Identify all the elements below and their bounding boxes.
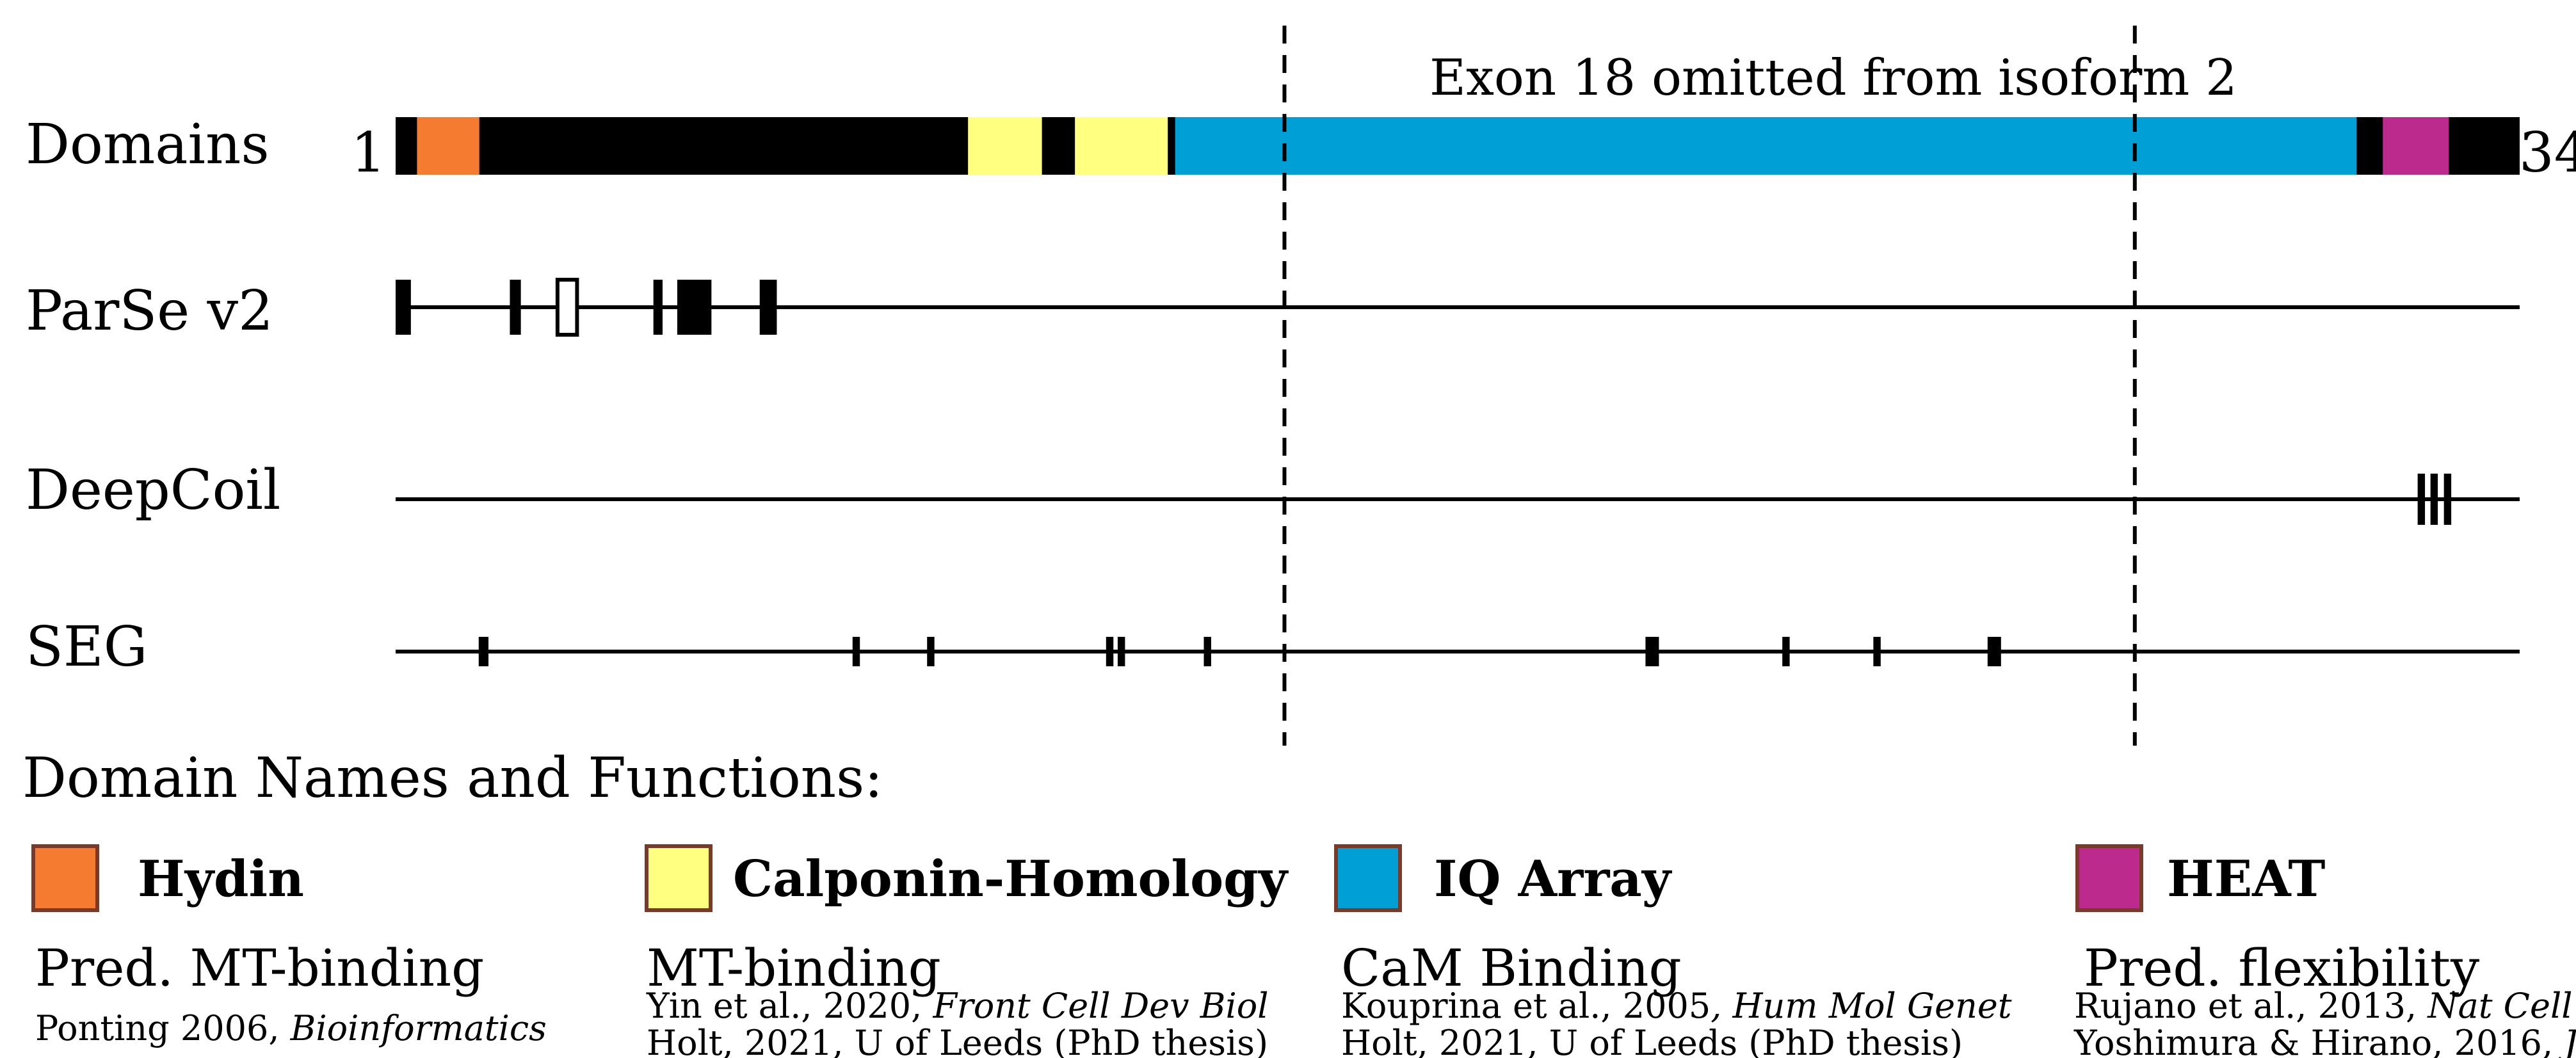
citation-plain: Yin et al., 2020, — [646, 986, 933, 1026]
parse-region-4 — [677, 280, 712, 335]
legend-citation-heat-1: Rujano et al., 2013, Nat Cell Bio — [2074, 986, 2576, 1026]
domain-segment-iq-array-3 — [1175, 117, 2357, 175]
track-label-deepcoil: DeepCoil — [26, 458, 280, 522]
legend-citation-calponin-homology-1: Yin et al., 2020, Front Cell Dev Biol — [646, 986, 1269, 1026]
parse-region-2 — [555, 278, 579, 337]
deepcoil-regions — [2417, 474, 2452, 525]
legend-swatch-iq-array — [1334, 844, 1402, 912]
parse-region-1 — [510, 280, 521, 335]
seg-regions — [478, 637, 2001, 666]
seg-region-5 — [1203, 637, 1211, 666]
legend-name-calponin-homology: Calponin-Homology — [733, 850, 1289, 908]
sequence-end-label: 3477 — [2519, 121, 2576, 185]
legend-item-heat: HEAT Pred. flexibility Rujano et al., 20… — [2073, 844, 2576, 1058]
parse-region-3 — [653, 280, 663, 335]
citation-journal: , Hum Mol Genet — [1711, 986, 2012, 1026]
legend-name-hydin: Hydin — [138, 850, 304, 908]
domain-segment-heat-4 — [2383, 117, 2449, 175]
exon-note-label: Exon 18 omitted from isoform 2 — [1429, 49, 2237, 107]
citation-plain: Kouprina et al., 2005 — [1341, 986, 1711, 1026]
seg-region-6 — [1645, 637, 1659, 666]
citation-plain: Yoshimura & Hirano, 2016, — [2073, 1023, 2564, 1058]
legend-item-calponin-homology: Calponin-Homology MT-binding Yin et al.,… — [645, 844, 1289, 1058]
parse-region-0 — [396, 280, 411, 335]
deepcoil-region-0 — [2417, 474, 2426, 525]
deepcoil-region-1 — [2430, 474, 2438, 525]
citation-journal: Bioinformatics — [290, 1008, 547, 1048]
seg-region-2 — [927, 637, 935, 666]
legend-swatch-hydin — [31, 844, 99, 912]
domain-segment-calponin-homology-1 — [968, 117, 1042, 175]
parse-regions — [396, 278, 777, 337]
domain-segment-calponin-homology-2 — [1075, 117, 1168, 175]
legend-name-iq-array: IQ Array — [1434, 850, 1673, 908]
track-label-domains: Domains — [26, 113, 270, 177]
deepcoil-region-2 — [2443, 474, 2452, 525]
seg-region-0 — [478, 637, 489, 666]
legend-function-hydin: Pred. MT-binding — [35, 938, 484, 998]
seg-region-4 — [1117, 637, 1125, 666]
sequence-start-label: 1 — [351, 121, 386, 185]
legend-citation-iq-array-1: Kouprina et al., 2005, Hum Mol Genet — [1341, 986, 2012, 1026]
seg-region-3 — [1106, 637, 1114, 666]
track-label-seg: SEG — [26, 615, 147, 679]
legend-heading: Domain Names and Functions: — [22, 746, 883, 810]
seg-region-1 — [852, 637, 860, 666]
legend-item-hydin: Hydin Pred. MT-binding Ponting 2006, Bio… — [31, 844, 547, 1048]
legend-swatch-heat — [2075, 844, 2143, 912]
legend-citation-heat-2: Yoshimura & Hirano, 2016, J Cell Sci — [2073, 1023, 2576, 1058]
track-label-parse: ParSe v2 — [26, 279, 273, 343]
legend-item-iq-array: IQ Array CaM Binding Kouprina et al., 20… — [1334, 844, 2012, 1058]
citation-journal: Nat Cell Bio — [2426, 986, 2576, 1026]
citation-plain: Ponting 2006, — [35, 1008, 291, 1048]
seg-region-8 — [1873, 637, 1881, 666]
legend-swatch-calponin-homology — [645, 844, 712, 912]
legend-function-calponin-homology: MT-binding — [647, 938, 941, 998]
legend-citation-iq-array-2: Holt, 2021, U of Leeds (PhD thesis) — [1341, 1023, 1963, 1058]
seg-region-9 — [1987, 637, 2001, 666]
domains-bar — [396, 117, 2520, 175]
legend-citation-calponin-homology-2: Holt, 2021, U of Leeds (PhD thesis) — [647, 1023, 1268, 1058]
legend-function-iq-array: CaM Binding — [1341, 938, 1682, 998]
citation-plain: Holt, 2021, U of Leeds (PhD thesis) — [1341, 1023, 1963, 1058]
legend-name-heat: HEAT — [2167, 850, 2325, 908]
parse-region-5 — [759, 280, 777, 335]
seg-region-7 — [1782, 637, 1790, 666]
citation-journal: Front Cell Dev Biol — [932, 986, 1268, 1026]
citation-plain: Rujano et al., 2013, — [2074, 986, 2427, 1026]
domain-segment-hydin-0 — [417, 117, 479, 175]
legend-citation-hydin-1: Ponting 2006, Bioinformatics — [35, 1008, 547, 1048]
legend-function-heat: Pred. flexibility — [2084, 938, 2479, 998]
citation-plain: Holt, 2021, U of Leeds (PhD thesis) — [647, 1023, 1268, 1058]
